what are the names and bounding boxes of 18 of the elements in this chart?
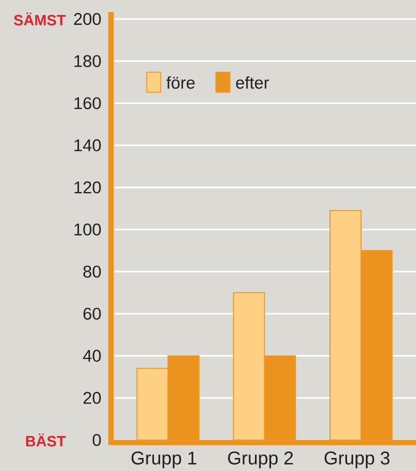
legend-label: före (166, 76, 195, 89)
y-tick-label: 0 (92, 434, 101, 446)
x-tick-label: Grupp 1 (132, 452, 196, 468)
x-tick-label: Grupp 3 (324, 452, 390, 468)
x-tick-label: Grupp 2 (228, 452, 293, 468)
y-tick-label: 40 (83, 350, 101, 362)
y-tick-label: 100 (74, 224, 101, 236)
y-tick-label: 180 (74, 55, 101, 68)
y-tick-label: 140 (74, 139, 101, 152)
y-tick-label: 120 (74, 181, 101, 194)
y-tick-label: 20 (84, 392, 101, 404)
legend-label: efter (236, 76, 269, 89)
text: SÄMST (14, 12, 66, 26)
y-tick-label: 200 (74, 13, 101, 25)
y-tick-label: 160 (74, 97, 101, 110)
text: BÄST (26, 434, 66, 446)
y-tick-label: 80 (83, 266, 101, 278)
y-tick-label: 60 (84, 308, 101, 320)
